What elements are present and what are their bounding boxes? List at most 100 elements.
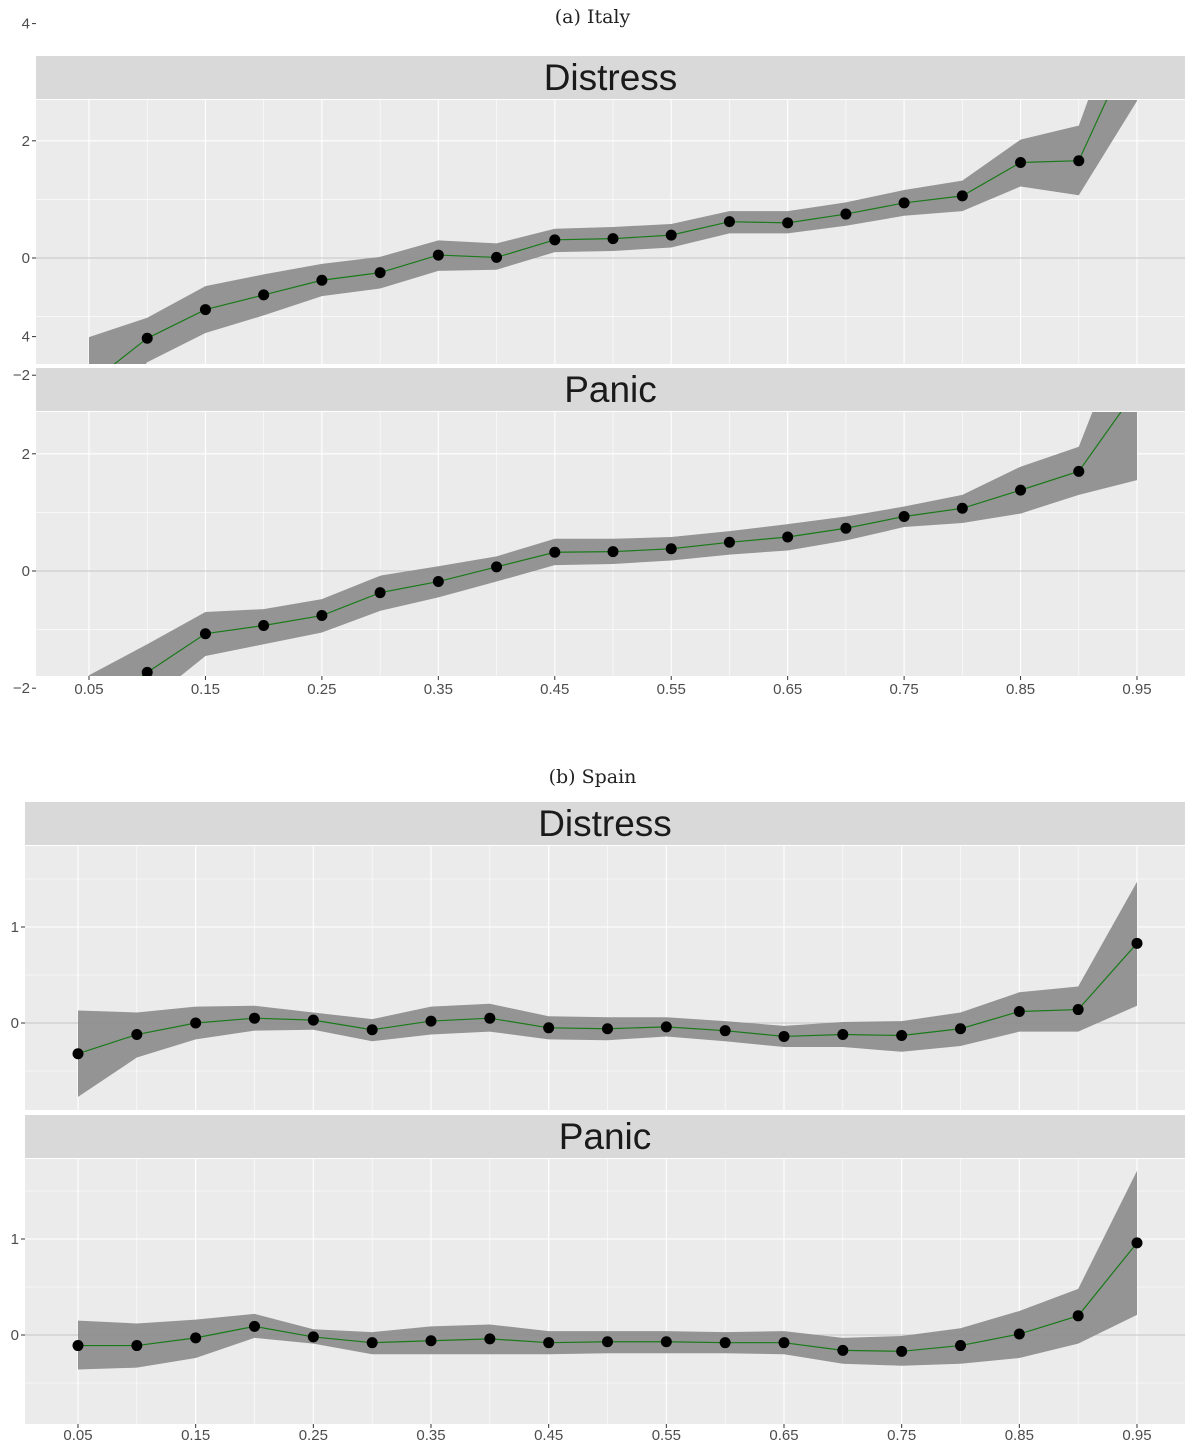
figure_a-distress-data-point <box>432 249 444 261</box>
figure_b-distress-confidence-band <box>78 881 1137 1097</box>
figure_b-distress-data-point <box>896 1029 908 1041</box>
figure_b-distress-data-point <box>1013 1005 1025 1017</box>
figure_a-panic-x-tick-label: 0.15 <box>191 681 220 698</box>
figure_a-panic-x-tick-label: 0.25 <box>307 681 336 698</box>
figure_b-distress-y-tick-label: 1 <box>11 919 19 936</box>
figure_b-distress-strip-title: Distress <box>538 803 672 844</box>
figure_a-distress-data-point <box>1015 156 1027 168</box>
figure_b-panic-data-point <box>190 1332 202 1344</box>
figure_a-panic-y-tick-label: 4 <box>22 329 30 346</box>
figure_a-panic-data-point <box>898 511 910 523</box>
figure_b-panic-data-point <box>719 1337 731 1349</box>
figure_b-panic-x-tick-label: 0.95 <box>1122 1427 1151 1444</box>
figure_b-panic-data-point <box>1131 1237 1143 1249</box>
figure_b-distress-data-point <box>719 1025 731 1037</box>
figure_a-distress-data-point <box>1132 28 1143 39</box>
figure_a-distress-data-point <box>782 217 794 229</box>
figure_a-panic-data-point <box>84 709 95 720</box>
figure_b-distress-data-point <box>1072 1004 1084 1016</box>
figure-b-caption: (b) Spain <box>548 766 637 788</box>
figure_b-panic-data-point <box>307 1331 319 1343</box>
figure_a-distress-y-tick-label: 0 <box>22 250 30 267</box>
figure_a-distress-y-tick-label: 4 <box>22 16 30 33</box>
figure_b-panic-data-point <box>660 1336 672 1348</box>
figure_a-distress-data-point <box>258 289 270 301</box>
figure_a-panic-data-point <box>491 561 503 573</box>
figure_b-panic-y-tick-label: 0 <box>11 1327 19 1344</box>
figure_a-panic-x-tick-label: 0.45 <box>540 681 569 698</box>
figure_b-distress-plot-background <box>25 846 1185 1110</box>
figure_b-panic-x-tick-label: 0.55 <box>652 1427 681 1444</box>
figure_b-panic-data-point <box>484 1333 496 1345</box>
figure-a-caption: (a) Italy <box>554 6 631 28</box>
figure_a-panic-x-tick-label: 0.35 <box>424 681 453 698</box>
figure_b-panic-data-point <box>72 1340 84 1352</box>
figure_b-panic-y-tick-label: 1 <box>11 1231 19 1248</box>
figure_a-panic-data-point <box>782 531 794 543</box>
figure_a-distress-data-point <box>898 197 910 209</box>
figure_a-panic-y-tick-label: 2 <box>22 446 30 463</box>
figure_a-distress-data-point <box>956 190 968 202</box>
figure_a-distress-strip-title: Distress <box>544 57 678 98</box>
figure_b-panic-x-tick-label: 0.15 <box>181 1427 210 1444</box>
figure_b-distress-data-point <box>249 1012 260 1024</box>
figure_a-distress-data-point <box>141 332 153 344</box>
figure_a-panic-data-point <box>141 666 153 676</box>
figure_a-panic-strip-title: Panic <box>564 369 657 410</box>
figure_b-distress-data-point <box>190 1017 202 1029</box>
figure_a-distress-confidence-band <box>89 100 1137 364</box>
figure_b-panic-x-tick-label: 0.85 <box>1005 1427 1034 1444</box>
figure_a-panic-data-point <box>723 536 735 548</box>
figure_b-distress-data-point <box>837 1029 849 1041</box>
figure_a-distress-data-point <box>665 229 677 241</box>
figure_a-distress-panel: Distress −2 0 2 4 <box>13 16 1185 384</box>
figure_a-panic-data-point <box>956 502 968 514</box>
figure_a-panic-data-point <box>316 610 328 622</box>
figure_b-panic-plot-background <box>25 1159 1185 1424</box>
figure_a-panic-x-tick-label: 0.55 <box>657 681 686 698</box>
figure_a-distress-y-tick-label: −2 <box>13 367 30 384</box>
figure_b-panic-data-point <box>837 1344 849 1356</box>
figure_a-panic-data-point <box>258 619 270 631</box>
figure_a-distress-data-point <box>723 216 735 228</box>
figure_a-distress-data-point <box>607 233 619 245</box>
figure_b-panic-data-point <box>543 1337 555 1349</box>
figure_b-distress-strip <box>25 802 1185 845</box>
figure_b-panic-data-point <box>778 1337 790 1349</box>
figure_a-panic-x-tick-label: 0.95 <box>1122 681 1151 698</box>
figure_b-panic-strip <box>25 1115 1185 1158</box>
figure_b-panic-x-tick-label: 0.75 <box>887 1427 916 1444</box>
figure_b-distress-data-point <box>484 1012 496 1024</box>
figure_b-panic-confidence-band <box>78 1170 1137 1370</box>
figure_a-distress-y-tick-label: 2 <box>22 133 30 150</box>
figure_b-distress-data-point <box>366 1024 378 1036</box>
figure_a-panic-data-point <box>1015 484 1027 496</box>
figure_b-distress-data-point <box>1131 937 1143 949</box>
figure_b-panic-x-tick-label: 0.25 <box>299 1427 328 1444</box>
figure_a-distress-data-point <box>374 267 386 279</box>
figure_b-panic-x-tick-label: 0.65 <box>769 1427 798 1444</box>
figure_b-panic-data-point <box>602 1336 613 1348</box>
figure_a-panic-x-tick-label: 0.65 <box>773 681 802 698</box>
figure_a-panic-data-point <box>199 628 211 640</box>
figure_b-panic-strip-title: Panic <box>559 1116 652 1157</box>
figure_b-distress-data-point <box>425 1015 437 1027</box>
figure_a-panic-y-tick-label: 0 <box>22 563 30 580</box>
figure_a-panic-x-tick-label: 0.85 <box>1006 681 1035 698</box>
figure_a-distress-data-point <box>1073 155 1085 167</box>
figure_b-panic-data-point <box>366 1337 378 1349</box>
figure_b-panic-data-point <box>425 1335 437 1347</box>
figure_a-panic-y-tick-label: −2 <box>13 680 30 697</box>
figure_b-panic-x-tick-label: 0.05 <box>63 1427 92 1444</box>
figure_b-panic-data-point <box>896 1345 908 1357</box>
figure_b-panic-panel: Panic 0 1 0.05 0.15 0.25 0.35 0.45 0.55 0.65 0.75 0… <box>11 1115 1185 1444</box>
figure_a-panic-data-point <box>665 543 677 555</box>
figure_b-distress-data-point <box>72 1048 84 1060</box>
figure_a-panic-data-point <box>1073 465 1085 477</box>
figure_a-distress-data-point <box>316 274 328 286</box>
figure_b-panic-data-point <box>1013 1328 1025 1340</box>
figure_a-panic-x-tick-label: 0.75 <box>890 681 919 698</box>
figure_a-panic-x-tick-label: 0.05 <box>74 681 103 698</box>
figure_b-panic-data-point <box>249 1320 260 1332</box>
